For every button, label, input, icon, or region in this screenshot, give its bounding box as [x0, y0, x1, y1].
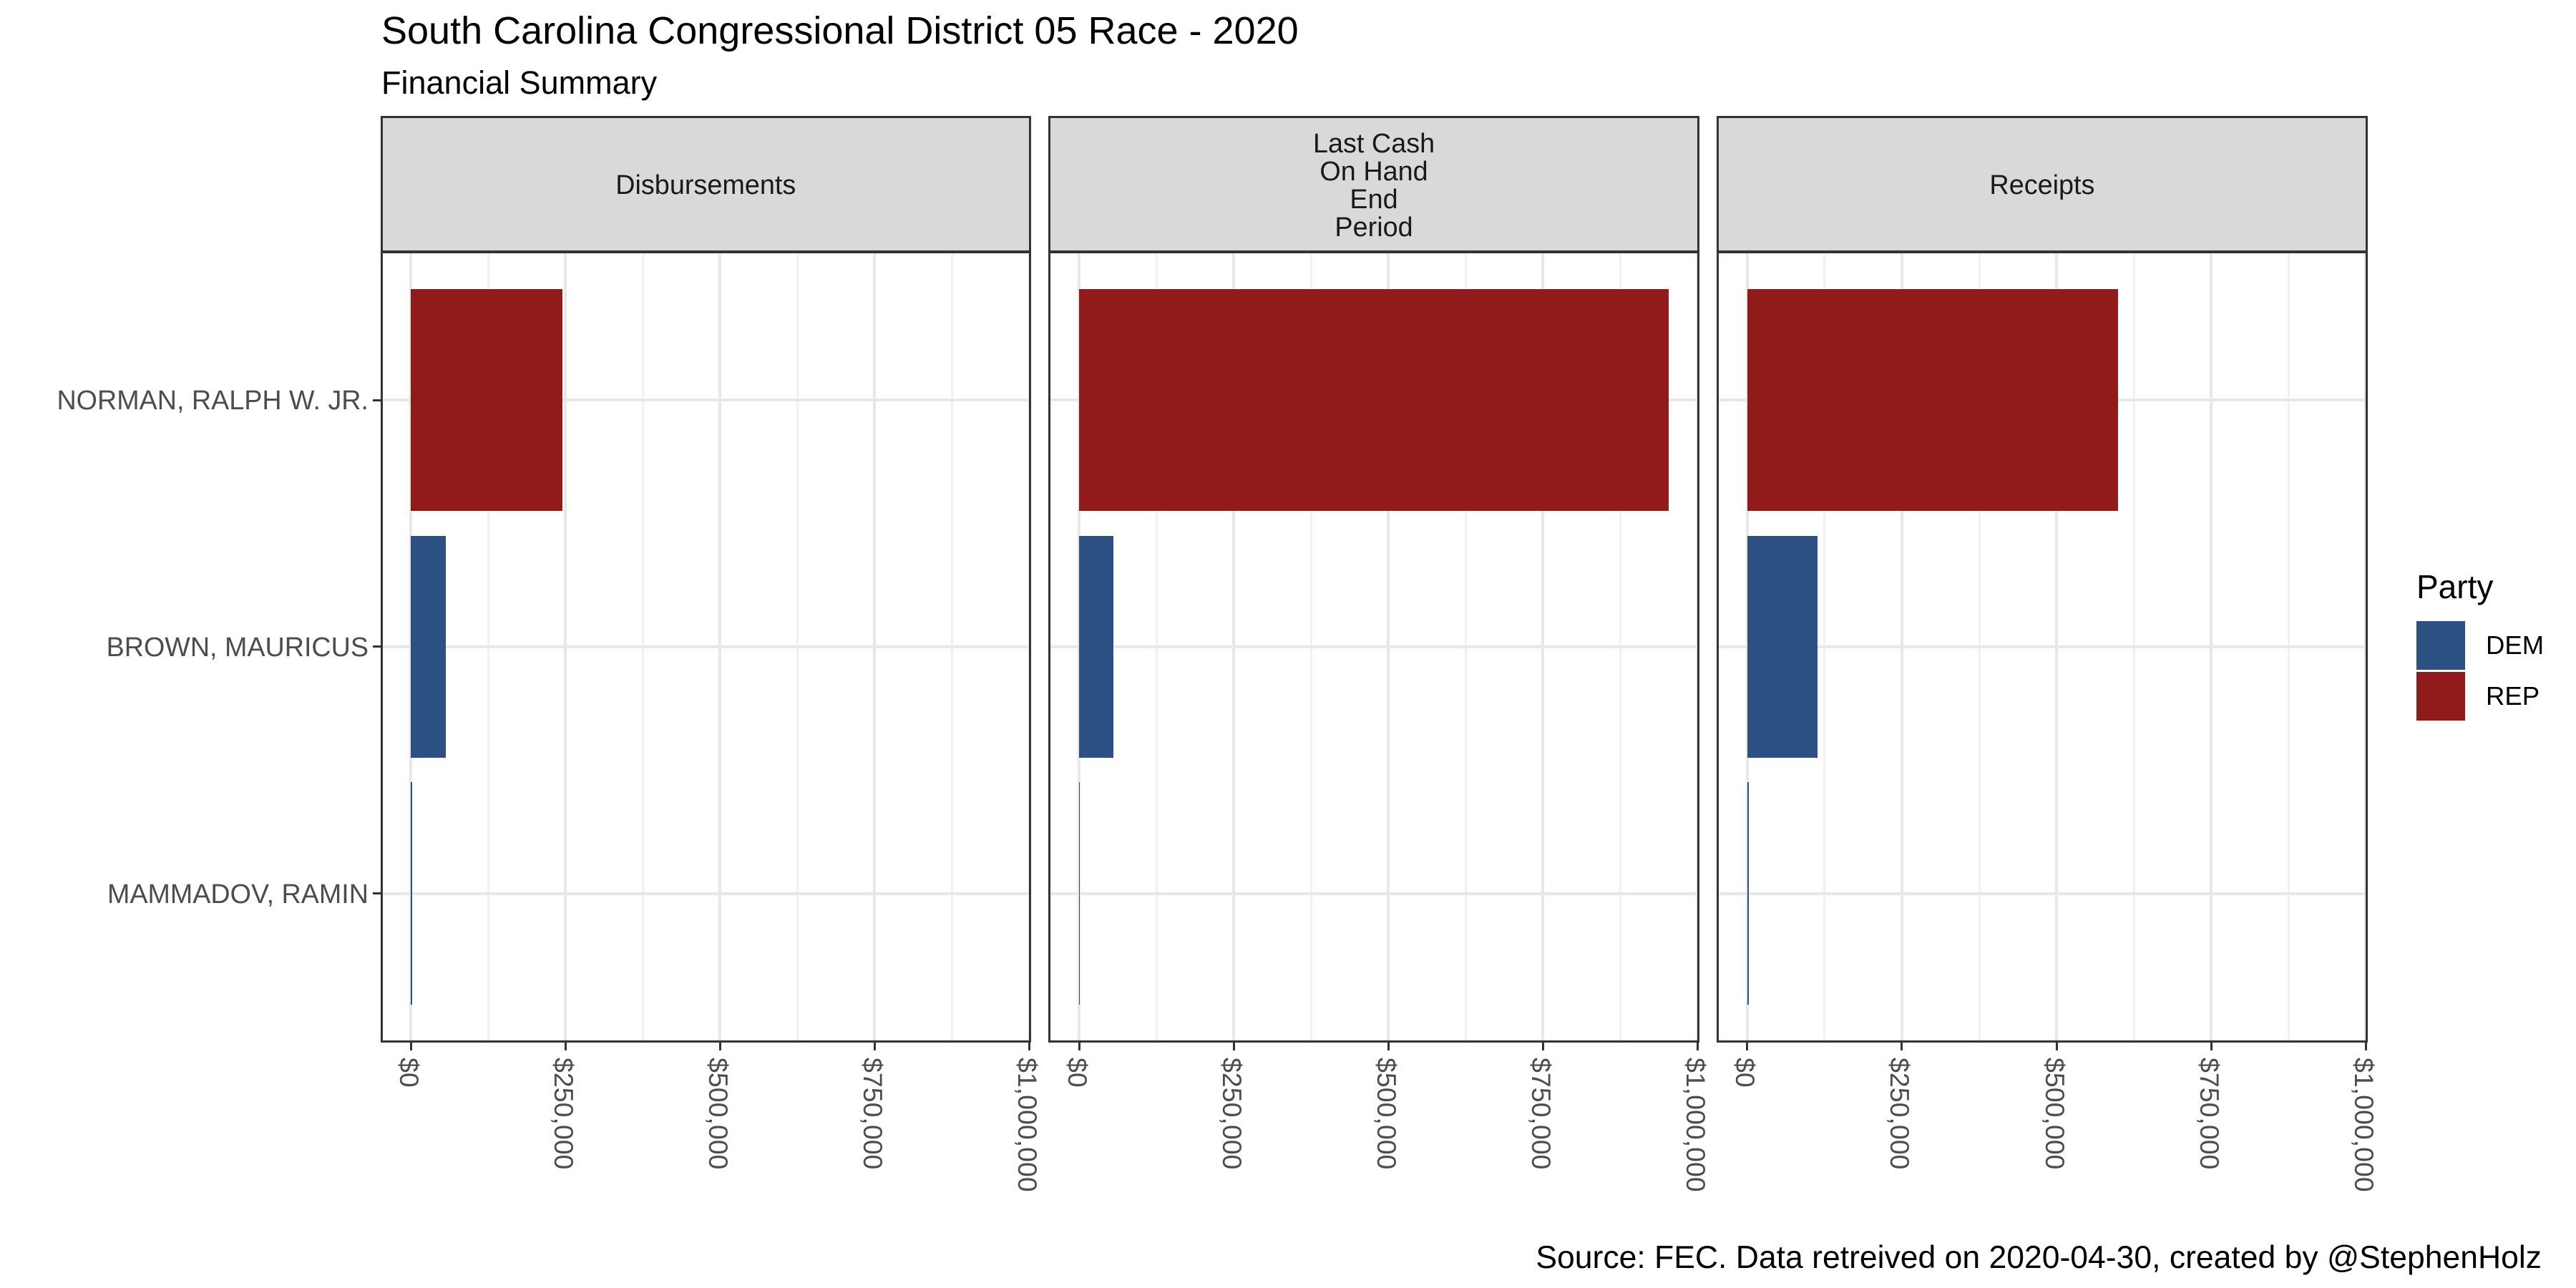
x-tick-mark — [1232, 1043, 1235, 1050]
x-tick-mark — [1078, 1043, 1080, 1050]
panel-border-left — [1717, 252, 1719, 1042]
legend-swatch-dem — [2416, 621, 2465, 670]
x-tick-mark — [1541, 1043, 1544, 1050]
plot-subtitle: Financial Summary — [381, 64, 658, 101]
x-tick-label: $0 — [1730, 1058, 1761, 1088]
x-tick-mark — [1901, 1043, 1903, 1050]
strip-border-left — [1717, 117, 1719, 252]
grid-major-h — [1049, 645, 1699, 648]
x-tick-label: $250,000 — [1885, 1058, 1916, 1170]
y-tick-mark — [372, 399, 381, 401]
x-tick-mark — [718, 1043, 721, 1050]
strip-border-left — [380, 117, 383, 252]
x-tick-label: $750,000 — [857, 1058, 888, 1170]
strip-panel-junction — [380, 250, 1031, 253]
strip-border-left — [1048, 117, 1051, 252]
facet-strip-label-cell: Receipts — [1718, 117, 2367, 253]
x-tick-label: $0 — [394, 1058, 424, 1088]
strip-border-right — [1029, 117, 1031, 252]
x-tick-label: $1,000,000 — [1013, 1058, 1043, 1192]
bar-dem — [411, 535, 447, 758]
grid-major-h — [1717, 645, 2367, 648]
y-axis-label: BROWN, MAURICUS — [106, 631, 369, 662]
x-tick-mark — [1696, 1043, 1699, 1050]
y-axis-label: NORMAN, RALPH W. JR. — [57, 385, 369, 415]
grid-major-h — [1717, 892, 2367, 895]
grid-major-h — [381, 399, 1030, 401]
x-tick-mark — [1746, 1043, 1749, 1050]
x-tick-label: $250,000 — [1216, 1058, 1247, 1170]
bar-rep — [1078, 288, 1669, 512]
y-axis-label: MAMMADOV, RAMIN — [107, 878, 369, 909]
facet-strip-label: Last Cash On Hand End Period — [1312, 128, 1435, 243]
legend-swatch-rep — [2416, 672, 2465, 721]
panel-border-right — [1029, 252, 1031, 1042]
panel — [1049, 252, 1699, 1042]
bar-dem — [1078, 782, 1080, 1005]
strip-border-right — [1697, 117, 1699, 252]
legend-label-rep: REP — [2486, 681, 2540, 711]
legend-label-dem: DEM — [2486, 630, 2545, 660]
strip-border-top — [1717, 116, 2368, 118]
panel-border-bottom — [380, 1040, 1031, 1043]
plot-caption: Source: FEC. Data retreived on 2020-04-3… — [1536, 1240, 2542, 1275]
strip-border-top — [380, 116, 1031, 118]
x-tick-mark — [1387, 1043, 1390, 1050]
x-tick-mark — [2210, 1043, 2212, 1050]
bar-rep — [1747, 288, 2119, 512]
facet-strip-label-cell: Last Cash On Hand End Period — [1050, 117, 1699, 253]
x-tick-label: $0 — [1062, 1058, 1093, 1088]
legend-title: Party — [2416, 568, 2494, 605]
x-tick-mark — [409, 1043, 412, 1050]
x-tick-label: $1,000,000 — [2348, 1058, 2379, 1192]
x-tick-label: $500,000 — [2039, 1058, 2070, 1170]
x-tick-mark — [2364, 1043, 2367, 1050]
y-tick-mark — [372, 892, 381, 895]
x-tick-label: $1,000,000 — [1680, 1058, 1711, 1192]
panel-border-right — [2365, 252, 2368, 1042]
strip-border-top — [1048, 116, 1699, 118]
strip-panel-junction — [1048, 250, 1699, 253]
panel — [381, 252, 1030, 1042]
panel-border-right — [1697, 252, 1699, 1042]
bar-dem — [1747, 782, 1750, 1005]
x-tick-mark — [564, 1043, 567, 1050]
grid-major-h — [381, 892, 1030, 895]
x-tick-mark — [873, 1043, 876, 1050]
facet-strip-label: Receipts — [1989, 170, 2095, 201]
facet-strip — [1717, 117, 2367, 252]
facet-strip-label-cell: Disbursements — [381, 117, 1030, 253]
y-tick-mark — [372, 645, 381, 648]
facet-strip-label: Disbursements — [615, 170, 796, 201]
strip-panel-junction — [1717, 250, 2368, 253]
x-tick-label: $750,000 — [1526, 1058, 1556, 1170]
x-tick-label: $750,000 — [2194, 1058, 2225, 1170]
plot-title: South Carolina Congressional District 05… — [381, 9, 1299, 52]
grid-major-h — [1049, 892, 1699, 895]
x-tick-label: $500,000 — [1371, 1058, 1402, 1170]
x-tick-label: $500,000 — [703, 1058, 733, 1170]
facet-strip — [1049, 117, 1699, 252]
bar-rep — [411, 288, 562, 512]
x-tick-mark — [1028, 1043, 1030, 1050]
strip-border-right — [2365, 117, 2368, 252]
bar-dem — [1078, 535, 1113, 758]
panel-border-bottom — [1717, 1040, 2368, 1043]
facet-strip — [381, 117, 1030, 252]
panel-border-left — [380, 252, 383, 1042]
x-tick-mark — [2055, 1043, 2058, 1050]
x-tick-label: $250,000 — [548, 1058, 579, 1170]
grid-major-h — [381, 645, 1030, 648]
bar-dem — [1747, 535, 1818, 758]
bar-dem — [411, 782, 413, 1005]
panel — [1717, 252, 2367, 1042]
panel-border-left — [1048, 252, 1051, 1042]
panel-border-bottom — [1048, 1040, 1699, 1043]
